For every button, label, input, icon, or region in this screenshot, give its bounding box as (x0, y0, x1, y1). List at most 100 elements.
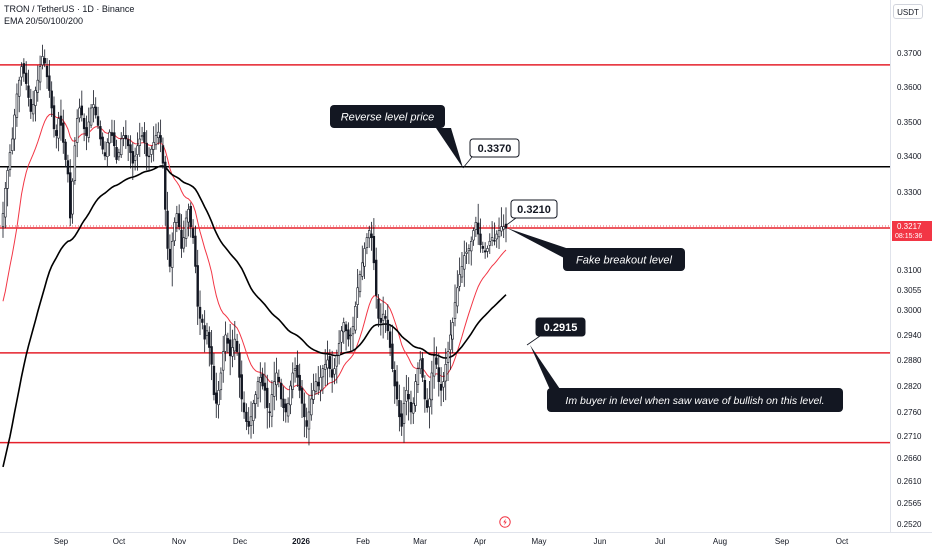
y-tick-label: 0.3700 (897, 49, 922, 58)
reverse-level-callout: Reverse level price (341, 112, 435, 124)
candle-up (323, 364, 327, 370)
candle-up (152, 142, 155, 150)
candle-down (435, 357, 438, 365)
candle-down (159, 135, 162, 143)
candle-up (289, 385, 292, 406)
candle-up (363, 248, 366, 267)
candle-down (143, 132, 146, 143)
candle-down (425, 400, 429, 408)
candle-up (78, 107, 81, 119)
candle-down (201, 318, 204, 323)
level-0-3370-label-box (469, 138, 520, 158)
y-tick-label: 0.3400 (897, 152, 922, 161)
candle-down (101, 136, 104, 150)
candle-down (409, 402, 413, 413)
candle-down (398, 400, 401, 418)
candle-down (96, 116, 100, 126)
candle-up (453, 302, 457, 319)
candle-down (379, 317, 383, 323)
candle-down (439, 384, 443, 391)
candle-up (312, 390, 315, 400)
candle-down (266, 387, 269, 408)
candle-up (326, 359, 329, 369)
x-tick-label: Dec (233, 537, 247, 546)
y-tick-label: 0.2565 (897, 499, 922, 508)
candle-up (463, 255, 466, 270)
candle-up (314, 381, 318, 392)
lightning-icon[interactable] (499, 516, 511, 528)
candle-up (20, 66, 23, 78)
candle-up (175, 213, 179, 223)
candle-up (361, 262, 364, 277)
y-tick-label: 0.2520 (897, 520, 922, 529)
candle-up (402, 403, 406, 424)
x-tick-label: Feb (356, 537, 370, 546)
candle-up (444, 364, 447, 382)
candle-down (479, 233, 482, 246)
candle-down (103, 152, 107, 157)
candle-up (13, 114, 16, 140)
candle-up (140, 135, 144, 138)
candle-down (99, 126, 102, 140)
level-0-2915-label: 0.2915 (544, 322, 578, 334)
level-0-3210-label-box (510, 199, 558, 219)
currency-button[interactable]: USDT (893, 4, 923, 19)
candle-down (370, 233, 373, 238)
candle-down (344, 324, 348, 332)
candle-up (497, 230, 501, 238)
candle-up (4, 188, 7, 218)
candle-down (215, 392, 218, 404)
candle-up (217, 390, 220, 406)
candle-down (347, 329, 350, 340)
buyer-level-callout: Im buyer in level when saw wave of bulli… (565, 395, 824, 407)
candle-down (22, 63, 26, 74)
candle-down (124, 135, 128, 140)
candle-up (368, 230, 371, 239)
y-tick-label: 0.2760 (897, 408, 922, 417)
y-tick-label: 0.2610 (897, 477, 922, 486)
candle-up (488, 240, 491, 246)
x-tick-label: Mar (413, 537, 427, 546)
candle-down (421, 358, 424, 378)
candle-up (472, 230, 475, 241)
candle-up (486, 248, 489, 252)
candle-down (261, 373, 264, 387)
candle-up (31, 104, 35, 115)
candle-up (173, 222, 176, 242)
candle-up (273, 381, 276, 397)
candle-down (189, 206, 192, 227)
candle-up (365, 237, 369, 248)
x-tick-label: Jul (655, 537, 665, 546)
x-tick-label: May (531, 537, 546, 546)
candle-up (342, 322, 345, 333)
buyer-callout-pointer (530, 345, 562, 392)
indicator-legend[interactable]: EMA 20/50/100/200 (4, 16, 84, 26)
x-tick-label: Oct (836, 537, 849, 546)
candle-down (164, 161, 167, 210)
y-tick-label: 0.3600 (897, 83, 922, 92)
candle-up (319, 377, 322, 391)
candle-up (310, 398, 313, 416)
candle-down (493, 239, 496, 242)
candle-up (224, 334, 227, 352)
candle-up (458, 274, 461, 287)
candle-up (71, 180, 74, 215)
fake-breakout-callout-box (563, 248, 685, 271)
candle-up (449, 334, 452, 351)
candle-down (328, 356, 332, 369)
candle-down (282, 398, 285, 408)
candle-up (154, 135, 158, 146)
candle-up (222, 351, 225, 371)
y-tick-label: 0.3500 (897, 118, 922, 127)
candle-down (388, 331, 392, 348)
candle-down (43, 57, 46, 64)
candle-up (259, 377, 262, 383)
candle-up (405, 390, 408, 402)
candle-down (372, 236, 376, 264)
y-tick-label: 0.3100 (897, 266, 922, 275)
candle-up (358, 274, 362, 293)
candle-up (381, 313, 385, 321)
candle-down (66, 160, 70, 175)
